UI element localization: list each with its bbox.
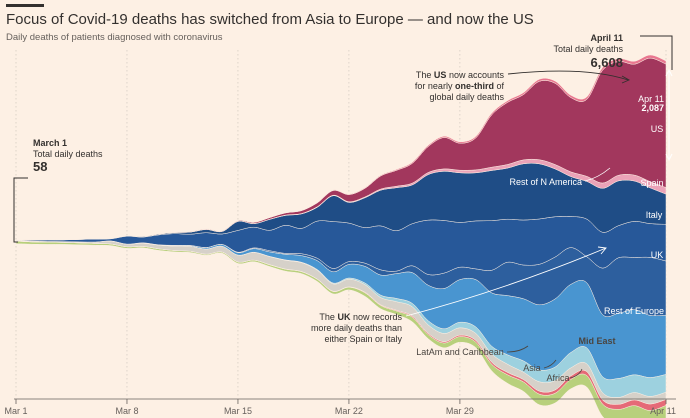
- x-tick-label: Mar 8: [115, 406, 138, 416]
- uk-note-arrow: [405, 247, 607, 317]
- start-annotation: March 1 Total daily deaths 58: [13, 138, 103, 243]
- uk-note-line3: either Spain or Italy: [324, 334, 402, 344]
- asia-leader: [543, 359, 557, 369]
- label-italy: Italy: [646, 210, 663, 220]
- x-tick-label: Mar 22: [335, 406, 363, 416]
- us-note-arrow: [507, 70, 629, 81]
- x-tick-label: Apr 11: [650, 406, 676, 416]
- latam-leader: [506, 345, 529, 353]
- us-range-arrows: [665, 68, 673, 162]
- us-note-line3: global daily deaths: [429, 92, 504, 102]
- uk-note-arrowhead: [597, 246, 607, 255]
- uk-note: The UK now records more daily deaths tha…: [311, 246, 607, 344]
- end-total-value: 6,608: [590, 55, 623, 70]
- label-uk: UK: [651, 250, 664, 260]
- start-total-value: 58: [33, 159, 47, 174]
- title-rule: [6, 4, 44, 7]
- chart-subtitle: Daily deaths of patients diagnosed with …: [6, 32, 223, 43]
- uk-note-line2: more daily deaths than: [311, 323, 402, 333]
- stream-areas: [15, 54, 667, 418]
- us-value: 2,087: [641, 103, 664, 113]
- uk-note-line1: The UK now records: [319, 312, 402, 322]
- us-value-date: Apr 11: [638, 94, 664, 104]
- us-note-arrowhead: [621, 75, 631, 84]
- end-annotation: April 11 Total daily deaths 6,608 Apr 11…: [553, 33, 673, 162]
- label-latam: LatAm and Caribbean: [416, 347, 504, 357]
- africa-leader: [569, 368, 583, 379]
- label-spain: Spain: [640, 178, 663, 188]
- start-date-label: March 1: [33, 138, 67, 148]
- start-bracket: [13, 177, 28, 243]
- us-note: The US now accounts for nearly one-third…: [415, 70, 631, 102]
- chart-title: Focus of Covid-19 deaths has switched fr…: [6, 11, 534, 28]
- x-axis: Mar 1 Mar 8 Mar 15 Mar 22 Mar 29 Apr 11: [4, 398, 676, 416]
- label-asia: Asia: [523, 363, 541, 373]
- area-other: [15, 54, 667, 241]
- rest-n-america-leader: [584, 167, 611, 182]
- end-bracket: [640, 35, 673, 70]
- label-mid-east: Mid East: [578, 336, 615, 346]
- end-caption: Total daily deaths: [553, 44, 623, 54]
- start-caption: Total daily deaths: [33, 149, 103, 159]
- us-note-line2: for nearly one-third of: [415, 81, 505, 91]
- x-tick-label: Mar 29: [446, 406, 474, 416]
- us-note-line1: The US now accounts: [416, 70, 505, 80]
- label-africa: Africa: [546, 373, 569, 383]
- label-us: US: [651, 124, 664, 134]
- x-tick-label: Mar 15: [224, 406, 252, 416]
- end-date-label: April 11: [590, 33, 623, 43]
- x-tick-label: Mar 1: [4, 406, 27, 416]
- label-rest-n-america: Rest of N America: [509, 177, 582, 187]
- label-rest-of-europe: Rest of Europe: [604, 306, 664, 316]
